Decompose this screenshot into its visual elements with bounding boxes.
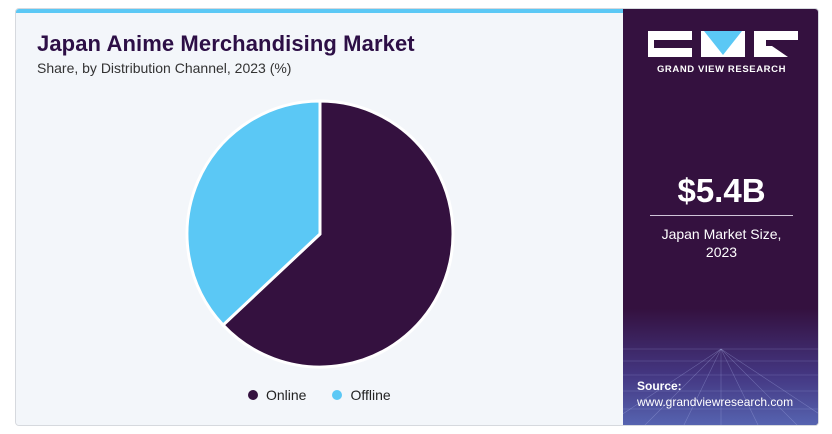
- divider: [650, 215, 793, 216]
- decorative-gradient: [623, 309, 818, 425]
- legend-dot-icon: [332, 390, 343, 400]
- legend-label: Online: [266, 387, 307, 403]
- market-size-label: Japan Market Size, 2023: [623, 225, 818, 261]
- info-panel: GRAND VIEW RESEARCH $5.4B Japan Market S…: [623, 9, 818, 425]
- pie-slice-online: [221, 99, 455, 369]
- chart-card: Japan Anime Merchandising Market Share, …: [15, 8, 819, 426]
- decorative-grid: [623, 348, 818, 425]
- legend-label: Offline: [350, 387, 391, 403]
- pie-slice-offline: [185, 99, 322, 327]
- accent-bar: [16, 9, 623, 13]
- market-size-label-line2: 2023: [705, 244, 738, 260]
- pie-chart: [185, 99, 455, 369]
- gvr-logo-icon: [648, 31, 798, 57]
- source-link[interactable]: www.grandviewresearch.com: [637, 395, 794, 409]
- chart-title: Japan Anime Merchandising Market: [37, 31, 415, 56]
- legend-item-offline: Offline: [332, 387, 391, 403]
- market-size-label-line1: Japan Market Size,: [661, 226, 782, 242]
- chart-panel: Japan Anime Merchandising Market Share, …: [16, 9, 623, 425]
- brand-name: GRAND VIEW RESEARCH: [656, 64, 787, 75]
- chart-subtitle: Share, by Distribution Channel, 2023 (%): [37, 60, 292, 76]
- legend-item-online: Online: [248, 387, 306, 403]
- chart-legend: Online Offline: [248, 387, 417, 403]
- source-label: Source:: [637, 379, 682, 393]
- market-size-value: $5.4B: [677, 172, 766, 209]
- legend-dot-icon: [248, 390, 258, 400]
